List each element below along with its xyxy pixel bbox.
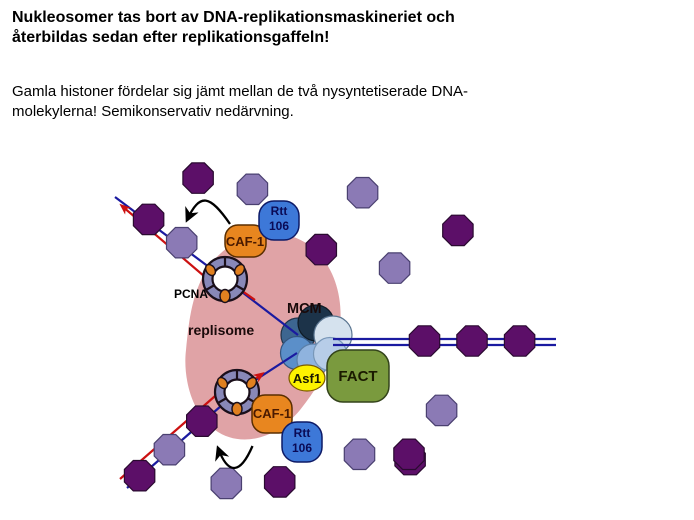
svg-text:Rtt: Rtt (294, 426, 311, 440)
svg-text:PCNA: PCNA (174, 287, 208, 301)
svg-text:CAF-1: CAF-1 (226, 234, 264, 249)
svg-text:Asf1: Asf1 (293, 371, 321, 386)
svg-text:106: 106 (269, 219, 289, 233)
svg-text:CAF-1: CAF-1 (253, 406, 291, 421)
svg-text:Rtt: Rtt (271, 204, 288, 218)
svg-text:FACT: FACT (338, 368, 377, 385)
svg-text:replisome: replisome (188, 322, 254, 338)
svg-text:106: 106 (292, 441, 312, 455)
svg-text:MCM: MCM (287, 301, 322, 317)
